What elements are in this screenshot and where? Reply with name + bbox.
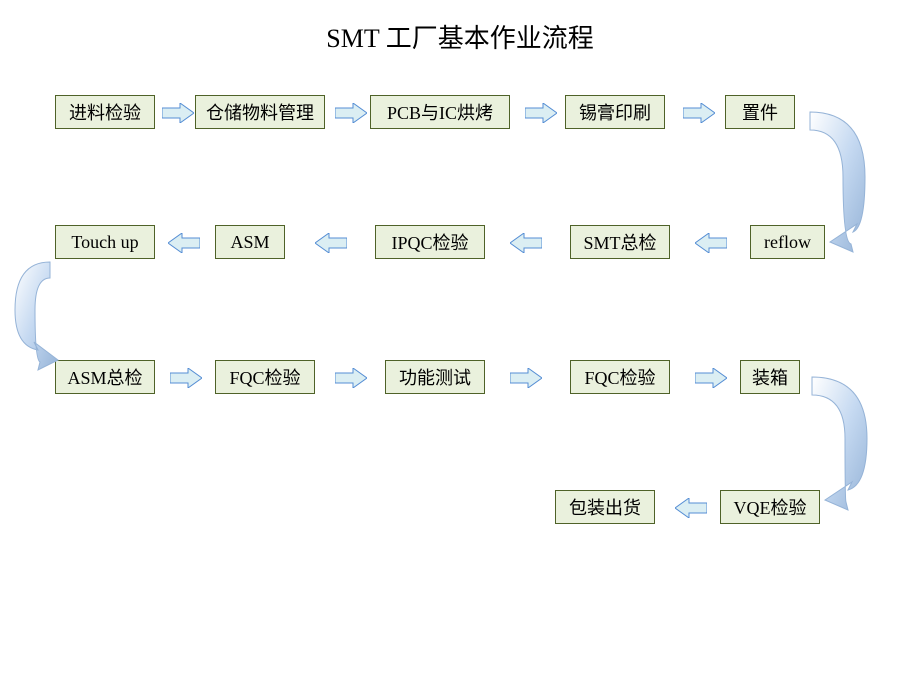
arrow-left-icon (675, 498, 707, 518)
arrow-right-icon (335, 103, 367, 123)
curved-arrow-icon (770, 102, 875, 272)
node-asm: ASM (215, 225, 285, 259)
curved-arrow-icon (8, 252, 90, 388)
node-ship: 包装出货 (555, 490, 655, 524)
arrow-right-icon (162, 103, 194, 123)
node-solder-paste: 锡膏印刷 (565, 95, 665, 129)
node-fqc1: FQC检验 (215, 360, 315, 394)
node-ipqc: IPQC检验 (375, 225, 485, 259)
node-warehouse-mgmt: 仓储物料管理 (195, 95, 325, 129)
arrow-left-icon (315, 233, 347, 253)
arrow-left-icon (695, 233, 727, 253)
node-function-test: 功能测试 (385, 360, 485, 394)
node-pcb-ic-bake: PCB与IC烘烤 (370, 95, 510, 129)
arrow-right-icon (510, 368, 542, 388)
arrow-right-icon (170, 368, 202, 388)
arrow-right-icon (335, 368, 367, 388)
arrow-left-icon (510, 233, 542, 253)
curved-arrow-icon (772, 367, 870, 530)
arrow-right-icon (525, 103, 557, 123)
node-fqc2: FQC检验 (570, 360, 670, 394)
arrow-right-icon (683, 103, 715, 123)
node-smt-check: SMT总检 (570, 225, 670, 259)
arrow-right-icon (695, 368, 727, 388)
arrow-left-icon (168, 233, 200, 253)
node-incoming-inspection: 进料检验 (55, 95, 155, 129)
page-title: SMT 工厂基本作业流程 (0, 0, 920, 65)
